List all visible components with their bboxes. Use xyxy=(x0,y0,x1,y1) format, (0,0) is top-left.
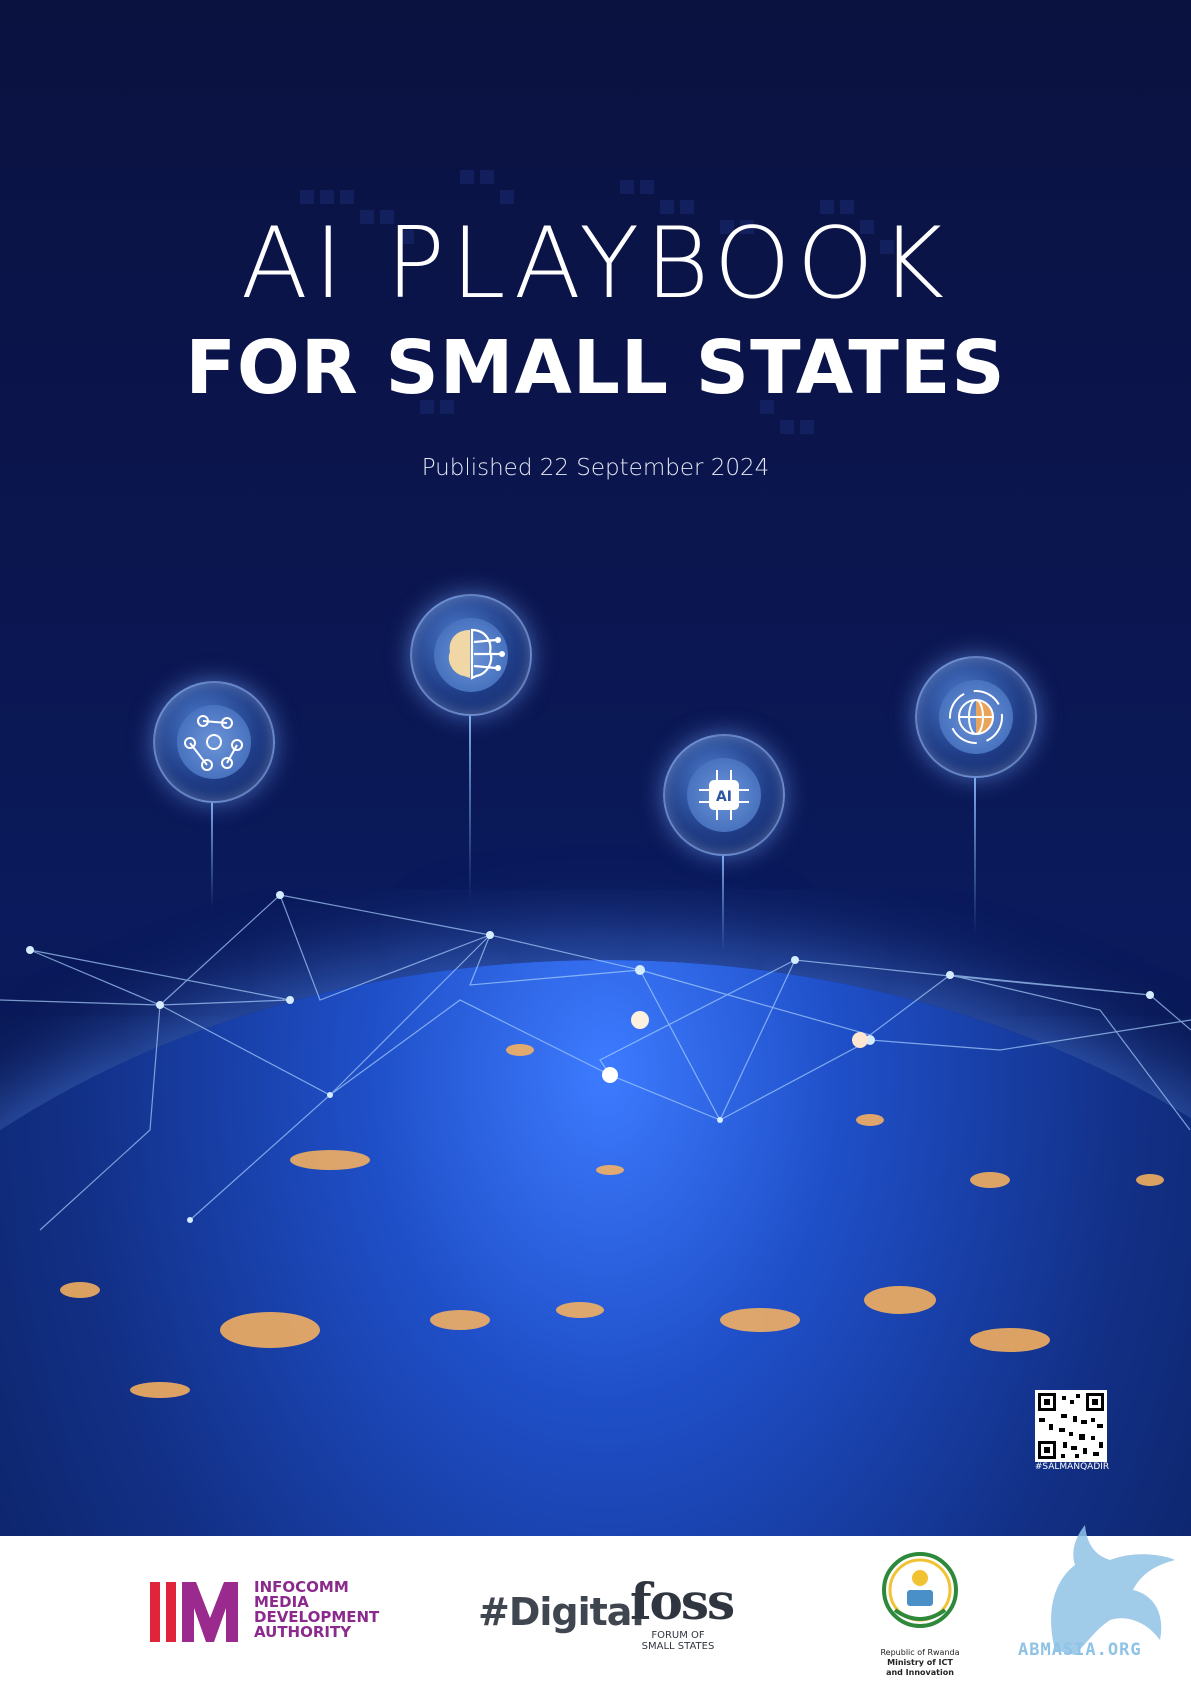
digital-foss-foss: foss xyxy=(630,1572,735,1631)
published-date: Published 22 September 2024 xyxy=(421,455,770,481)
earth-globe xyxy=(0,960,1191,1536)
qr-code xyxy=(1035,1390,1107,1462)
bubble-stem xyxy=(211,798,213,908)
svg-text:AI: AI xyxy=(716,789,732,805)
digital-foss-subtitle: FORUM OF SMALL STATES xyxy=(638,1630,718,1652)
griffin-watermark-icon xyxy=(1051,1525,1175,1655)
imda-line: INFOCOMM xyxy=(254,1578,349,1596)
qr-caption: #SALMANQADIR xyxy=(1034,1462,1110,1472)
imda-line: MEDIA xyxy=(254,1593,309,1611)
bubble-stem xyxy=(974,775,976,935)
imda-mark-icon xyxy=(150,1582,238,1642)
brain-circuit-icon xyxy=(410,594,532,716)
imda-line: AUTHORITY xyxy=(254,1623,352,1641)
bubble-stem xyxy=(469,712,471,902)
network-lines xyxy=(0,891,1191,1398)
footer-logos: INFOCOMM MEDIA DEVELOPMENT AUTHORITY #Di… xyxy=(0,1536,1191,1684)
rwanda-seal-icon xyxy=(882,1552,958,1628)
rwanda-ministry-logo: Republic of Rwanda Ministry of ICT and I… xyxy=(875,1548,965,1678)
ai-chip-icon: AI xyxy=(663,734,785,856)
rwanda-line2: Ministry of ICT xyxy=(887,1658,953,1667)
bubble-stem xyxy=(722,852,724,952)
title-line1: AI PLAYBOOK xyxy=(240,207,951,321)
imda-line: DEVELOPMENT xyxy=(254,1608,380,1626)
title-block: AI PLAYBOOK FOR SMALL STATES Published 2… xyxy=(0,215,1191,481)
watermark-text: ABMASIA.ORG xyxy=(1018,1640,1142,1660)
digital-foss-sub-line2: SMALL STATES xyxy=(641,1641,715,1652)
digital-foss-hash: #Digital xyxy=(478,1590,644,1634)
network-people-icon xyxy=(153,681,275,803)
pixel-map-background xyxy=(300,170,894,434)
globe-orbit-icon xyxy=(915,656,1037,778)
digital-foss-sub-line1: FORUM OF xyxy=(651,1630,705,1641)
imda-logo: INFOCOMM MEDIA DEVELOPMENT AUTHORITY xyxy=(150,1580,390,1644)
rwanda-line3: and Innovation xyxy=(886,1668,954,1677)
rwanda-line1: Republic of Rwanda xyxy=(880,1648,960,1657)
title-line2: FOR SMALL STATES xyxy=(185,325,1006,411)
digital-foss-logo: #Digital foss FORUM OF SMALL STATES xyxy=(478,1570,735,1660)
cover-artwork: AI PLAYBOOK FOR SMALL STATES Published 2… xyxy=(0,170,1191,1536)
